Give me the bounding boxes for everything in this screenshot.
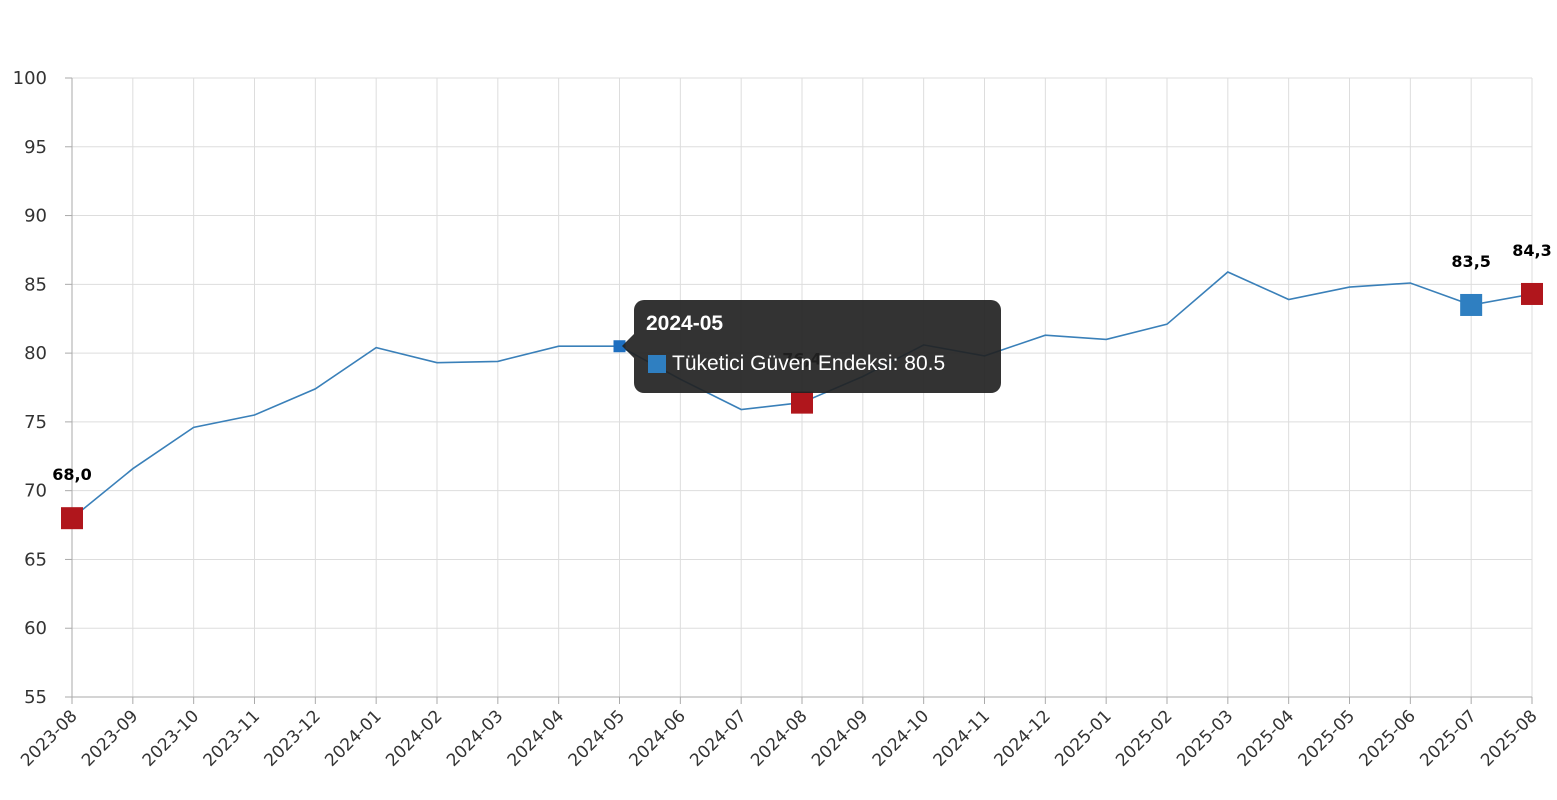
y-tick-label: 95 — [24, 137, 47, 158]
x-tick-label: 2025-04 — [1234, 706, 1298, 770]
data-label: 84,3 — [1512, 241, 1551, 260]
y-tick-label: 85 — [24, 274, 47, 295]
x-tick-label: 2023-08 — [17, 706, 81, 770]
x-tick-label: 2024-05 — [565, 706, 629, 770]
x-tick-label: 2025-03 — [1173, 706, 1237, 770]
markers-layer — [61, 282, 1543, 530]
x-tick-label: 2024-03 — [443, 706, 507, 770]
x-tick-label: 2023-12 — [261, 706, 325, 770]
x-tick-label: 2024-11 — [930, 706, 994, 770]
x-tick-label: 2024-09 — [808, 706, 872, 770]
x-tick-label: 2023-11 — [200, 706, 264, 770]
y-tick-label: 70 — [24, 481, 47, 502]
x-tick-label: 2025-08 — [1477, 706, 1541, 770]
y-tick-label: 65 — [24, 549, 47, 570]
tooltip-title: 2024-05 — [646, 312, 724, 335]
x-tick-label: 2025-05 — [1295, 706, 1359, 770]
x-axis: 2023-082023-092023-102023-112023-122024-… — [17, 696, 1542, 771]
y-tick-label: 55 — [24, 687, 47, 708]
data-label: 83,5 — [1451, 252, 1490, 271]
y-axis: 55 60 65 70 75 80 85 90 95 100 — [13, 68, 73, 708]
tooltip-series-name: Tüketici Güven Endeksi — [672, 352, 893, 375]
data-label: 68,0 — [52, 465, 91, 484]
highlight-marker — [61, 507, 83, 530]
y-tick-label: 60 — [24, 618, 47, 639]
x-tick-label: 2024-01 — [321, 706, 385, 770]
x-tick-label: 2024-12 — [991, 706, 1055, 770]
x-tick-label: 2024-04 — [504, 706, 568, 770]
x-tick-label: 2024-08 — [747, 706, 811, 770]
x-tick-label: 2025-07 — [1416, 706, 1480, 770]
y-tick-label: 100 — [13, 68, 47, 89]
x-tick-label: 2024-10 — [869, 706, 933, 770]
tooltip-row: Tüketici Güven Endeksi: 80.5 — [648, 352, 945, 376]
y-tick-label: 90 — [24, 206, 47, 227]
x-tick-label: 2024-07 — [686, 706, 750, 770]
y-tick-label: 75 — [24, 412, 47, 433]
x-tick-label: 2025-01 — [1051, 706, 1115, 770]
highlight-marker — [791, 391, 813, 414]
tooltip-swatch — [648, 355, 666, 373]
x-tick-label: 2023-10 — [139, 706, 203, 770]
x-tick-label: 2025-06 — [1356, 706, 1420, 770]
x-tick-label: 2024-06 — [626, 706, 690, 770]
x-tick-label: 2025-02 — [1112, 706, 1176, 770]
highlight-marker — [1460, 293, 1483, 316]
tooltip-separator: : — [892, 352, 905, 375]
tooltip: 2024-05 Tüketici Güven Endeksi: 80.5 — [622, 300, 1001, 393]
highlight-marker — [1521, 282, 1543, 305]
y-tick-label: 80 — [24, 343, 47, 364]
x-tick-label: 2024-02 — [382, 706, 446, 770]
x-tick-label: 2023-09 — [78, 706, 142, 770]
tooltip-value: 80.5 — [904, 352, 946, 375]
